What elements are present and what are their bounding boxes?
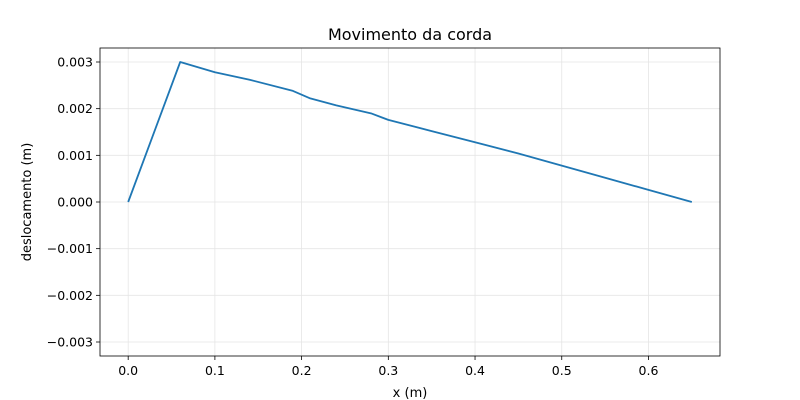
y-axis-label: deslocamento (m)	[20, 143, 35, 262]
y-ticks: 0.003 0.002 0.001 0.000 −0.001 −0.002 −0.003	[47, 55, 100, 350]
y-tick-label: 0.000	[57, 195, 93, 210]
x-tick-label: 0.6	[639, 363, 659, 378]
series-layer	[127, 61, 693, 203]
x-tick-label: 0.2	[292, 363, 312, 378]
y-tick-label: −0.002	[47, 288, 93, 303]
x-ticks: 0.0 0.1 0.2 0.3 0.4 0.5 0.6	[118, 356, 658, 378]
series-line	[127, 61, 693, 203]
x-tick-label: 0.4	[465, 363, 485, 378]
grid-layer	[100, 48, 720, 356]
x-axis-label: x (m)	[393, 386, 428, 400]
x-tick-label: 0.5	[552, 363, 572, 378]
y-tick-label: −0.001	[47, 241, 93, 256]
y-tick-label: 0.001	[57, 148, 93, 163]
x-tick-label: 0.1	[205, 363, 225, 378]
y-tick-label: 0.003	[57, 55, 93, 70]
y-tick-label: −0.003	[47, 335, 93, 350]
chart-title: Movimento da corda	[328, 25, 492, 44]
x-tick-label: 0.0	[118, 363, 138, 378]
x-tick-label: 0.3	[378, 363, 398, 378]
y-tick-label: 0.002	[57, 101, 93, 116]
